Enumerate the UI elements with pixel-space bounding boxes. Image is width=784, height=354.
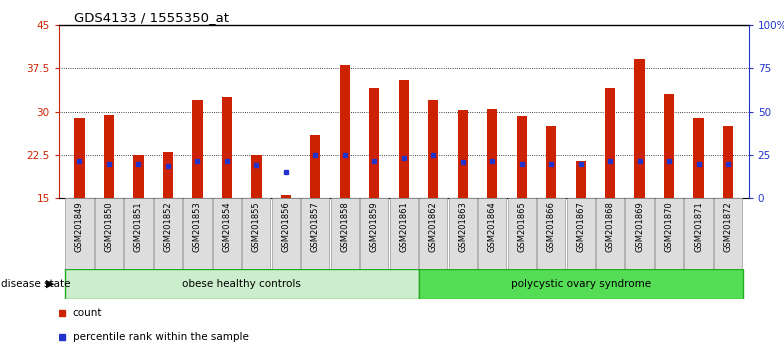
FancyBboxPatch shape: [301, 198, 329, 269]
FancyBboxPatch shape: [655, 198, 684, 269]
Bar: [723, 126, 733, 198]
FancyBboxPatch shape: [419, 269, 742, 299]
Bar: [517, 116, 527, 198]
Bar: [664, 94, 674, 198]
FancyBboxPatch shape: [65, 198, 93, 269]
Text: GSM201871: GSM201871: [694, 201, 703, 252]
Text: GSM201849: GSM201849: [75, 201, 84, 252]
Text: GSM201856: GSM201856: [281, 201, 290, 252]
FancyBboxPatch shape: [626, 198, 654, 269]
FancyBboxPatch shape: [360, 198, 388, 269]
Text: GSM201859: GSM201859: [370, 201, 379, 252]
Text: GSM201851: GSM201851: [134, 201, 143, 252]
Text: ▶: ▶: [46, 279, 55, 289]
Bar: [281, 195, 291, 198]
Bar: [428, 100, 438, 198]
Text: GSM201868: GSM201868: [606, 201, 615, 252]
Bar: [133, 155, 143, 198]
Text: GSM201862: GSM201862: [429, 201, 437, 252]
Bar: [339, 65, 350, 198]
FancyBboxPatch shape: [448, 198, 477, 269]
FancyBboxPatch shape: [567, 198, 595, 269]
FancyBboxPatch shape: [478, 198, 506, 269]
FancyBboxPatch shape: [390, 198, 418, 269]
Text: GSM201865: GSM201865: [517, 201, 526, 252]
FancyBboxPatch shape: [272, 198, 300, 269]
Bar: [74, 119, 85, 198]
FancyBboxPatch shape: [419, 198, 448, 269]
Text: GSM201870: GSM201870: [665, 201, 673, 252]
FancyBboxPatch shape: [65, 269, 419, 299]
FancyBboxPatch shape: [212, 198, 241, 269]
Text: GSM201863: GSM201863: [458, 201, 467, 252]
FancyBboxPatch shape: [714, 198, 742, 269]
FancyBboxPatch shape: [331, 198, 359, 269]
Bar: [605, 88, 615, 198]
Text: GDS4133 / 1555350_at: GDS4133 / 1555350_at: [74, 11, 230, 24]
Text: GSM201866: GSM201866: [546, 201, 556, 252]
FancyBboxPatch shape: [95, 198, 123, 269]
Text: disease state: disease state: [1, 279, 71, 289]
Text: obese healthy controls: obese healthy controls: [182, 279, 301, 289]
Bar: [369, 88, 379, 198]
Bar: [575, 161, 586, 198]
FancyBboxPatch shape: [596, 198, 624, 269]
Bar: [693, 119, 704, 198]
Text: GSM201854: GSM201854: [223, 201, 231, 252]
Bar: [487, 109, 497, 198]
Text: GSM201852: GSM201852: [163, 201, 172, 252]
FancyBboxPatch shape: [537, 198, 565, 269]
Text: count: count: [73, 308, 102, 318]
Text: GSM201864: GSM201864: [488, 201, 497, 252]
Bar: [634, 59, 644, 198]
Bar: [251, 155, 262, 198]
Text: GSM201850: GSM201850: [104, 201, 114, 252]
Bar: [458, 110, 468, 198]
FancyBboxPatch shape: [124, 198, 153, 269]
FancyBboxPatch shape: [684, 198, 713, 269]
Text: GSM201869: GSM201869: [635, 201, 644, 252]
Text: GSM201857: GSM201857: [310, 201, 320, 252]
Bar: [163, 152, 173, 198]
Text: GSM201855: GSM201855: [252, 201, 261, 252]
Bar: [222, 97, 232, 198]
FancyBboxPatch shape: [242, 198, 270, 269]
FancyBboxPatch shape: [154, 198, 182, 269]
FancyBboxPatch shape: [507, 198, 535, 269]
Text: GSM201858: GSM201858: [340, 201, 350, 252]
Bar: [546, 126, 557, 198]
FancyBboxPatch shape: [183, 198, 212, 269]
Bar: [103, 115, 114, 198]
Text: percentile rank within the sample: percentile rank within the sample: [73, 332, 249, 342]
Text: polycystic ovary syndrome: polycystic ovary syndrome: [510, 279, 651, 289]
Text: GSM201861: GSM201861: [399, 201, 408, 252]
Bar: [192, 100, 202, 198]
Text: GSM201867: GSM201867: [576, 201, 585, 252]
Text: GSM201872: GSM201872: [724, 201, 732, 252]
Bar: [310, 135, 321, 198]
Text: GSM201853: GSM201853: [193, 201, 201, 252]
Bar: [398, 80, 409, 198]
